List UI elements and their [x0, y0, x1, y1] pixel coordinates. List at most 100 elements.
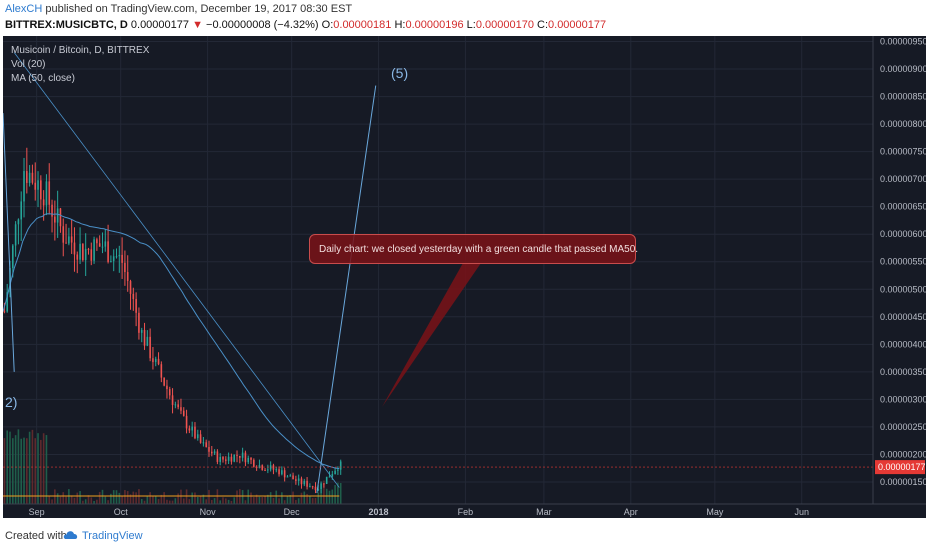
- volume-bar: [171, 500, 174, 504]
- candle-body: [154, 358, 157, 363]
- volume-bar: [272, 497, 275, 504]
- volume-bar: [210, 499, 213, 504]
- candle-body: [157, 358, 160, 365]
- candle-body: [208, 447, 210, 452]
- candle-body: [48, 181, 51, 205]
- candle-body: [101, 246, 104, 248]
- volume-bar: [286, 495, 289, 504]
- last-price-tag: [875, 460, 925, 475]
- volume-bar: [191, 492, 193, 504]
- chart-header: AlexCH published on TradingView.com, Dec…: [0, 0, 932, 36]
- volume-bar: [216, 489, 219, 504]
- tradingview-logo[interactable]: TradingView: [62, 528, 162, 544]
- price-chart[interactable]: (5) 2) 0.00000950 0.00000900 0.00000850 0.0…: [3, 36, 926, 518]
- close-value: 0.00000177: [548, 19, 607, 31]
- volume-bar: [334, 485, 336, 504]
- volume-bar: [107, 500, 109, 504]
- volume-bar: [143, 500, 146, 504]
- x-tick-label: May: [706, 507, 724, 517]
- volume-bar: [59, 496, 62, 504]
- y-tick-label: 0.00000550: [880, 257, 926, 267]
- candle-body: [317, 489, 320, 491]
- candle-body: [337, 469, 339, 471]
- volume-bar: [51, 499, 53, 504]
- candle-body: [250, 457, 252, 460]
- candle-body: [339, 461, 342, 470]
- candle-body: [180, 407, 182, 411]
- tradingview-brand: TradingView: [82, 530, 143, 542]
- volume-bar: [233, 497, 236, 504]
- candle-body: [272, 465, 275, 470]
- y-tick-label: 0.00000200: [880, 449, 926, 459]
- volume-bar: [79, 491, 81, 504]
- volume-bar: [93, 500, 95, 504]
- volume-bar: [244, 500, 247, 504]
- open-label: O:: [321, 19, 334, 31]
- volume-bar: [82, 500, 84, 504]
- volume-bar: [28, 431, 31, 504]
- volume-bar: [163, 492, 165, 504]
- volume-bar: [129, 494, 132, 504]
- x-tick-label: Mar: [536, 507, 552, 517]
- candle-body: [115, 256, 118, 258]
- volume-bar: [208, 489, 210, 504]
- volume-bar: [84, 499, 87, 504]
- volume-bar: [202, 494, 205, 504]
- candle-body: [328, 476, 331, 478]
- volume-bar: [205, 499, 207, 504]
- candle-body: [227, 456, 230, 461]
- volume-bar: [219, 500, 222, 504]
- price-change: −0.00000008 (−4.32%): [206, 19, 319, 31]
- volume-bar: [236, 490, 238, 504]
- candle-body: [79, 243, 81, 260]
- volume-bar: [253, 497, 255, 504]
- wave-2-label: 2): [5, 394, 17, 410]
- volume-bar: [269, 492, 272, 504]
- y-tick-label: 0.00000700: [880, 174, 926, 184]
- author-link[interactable]: AlexCH: [5, 3, 43, 15]
- candle-body: [222, 456, 224, 460]
- candle-body: [90, 249, 93, 261]
- candle-body: [110, 261, 112, 263]
- chart-area[interactable]: (5) 2) 0.00000950 0.00000900 0.00000850 0.0…: [3, 36, 926, 518]
- volume-bar: [323, 480, 325, 504]
- volume-bar: [23, 437, 25, 504]
- candle-body: [26, 171, 28, 183]
- candle-body: [261, 465, 264, 470]
- volume-bar: [182, 498, 185, 504]
- candle-body: [45, 181, 48, 206]
- volume-bar: [261, 497, 264, 504]
- candle-body: [286, 476, 289, 478]
- candle-body: [177, 404, 179, 408]
- candle-body: [56, 208, 59, 223]
- candle-body: [84, 248, 87, 261]
- volume-bar: [154, 495, 157, 504]
- x-tick-label: Oct: [114, 507, 129, 517]
- volume-bar: [115, 490, 118, 504]
- candle-body: [323, 483, 325, 485]
- candle-body: [309, 486, 311, 488]
- volume-bar: [62, 492, 65, 504]
- volume-bar: [188, 499, 191, 504]
- candle-body: [199, 434, 202, 443]
- candle-body: [295, 479, 297, 481]
- candle-body: [303, 480, 306, 485]
- volume-bar: [267, 494, 269, 504]
- volume-bar: [166, 499, 168, 504]
- candle-body: [278, 469, 280, 475]
- volume-bar: [160, 494, 163, 504]
- candle-body: [258, 465, 261, 468]
- x-tick-label: 2018: [369, 507, 389, 517]
- volume-bar: [199, 496, 202, 504]
- volume-bar: [73, 497, 76, 504]
- candle-body: [160, 364, 163, 378]
- candle-body: [331, 474, 334, 477]
- volume-bar: [20, 438, 23, 504]
- volume-bar: [303, 491, 306, 504]
- volume-bar: [194, 492, 196, 504]
- candle-body: [149, 336, 151, 359]
- candle-body: [168, 389, 171, 396]
- candle-body: [62, 226, 65, 243]
- low-value: 0.00000170: [475, 19, 534, 31]
- x-tick-label: Dec: [284, 507, 301, 517]
